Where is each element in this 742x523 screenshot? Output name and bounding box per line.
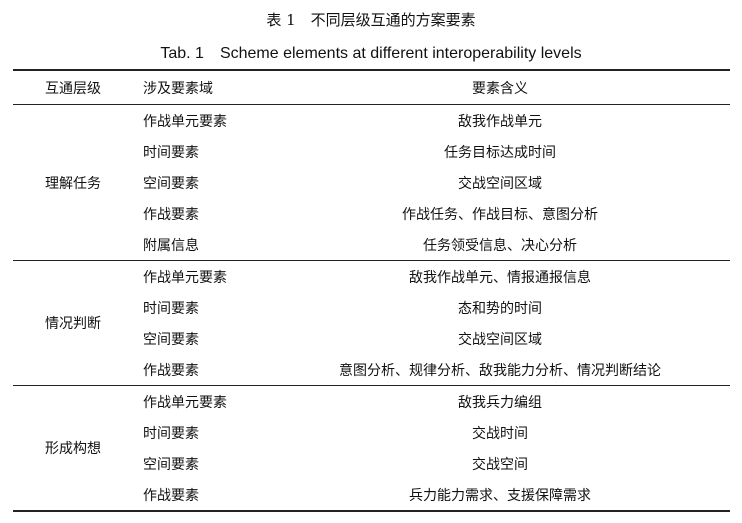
table-row: 附属信息 任务领受信息、决心分析	[13, 229, 730, 261]
table-row: 时间要素 态和势的时间	[13, 292, 730, 323]
domain-cell: 时间要素	[143, 300, 199, 317]
table-row: 理解任务 作战单元要素 敌我作战单元	[13, 105, 730, 192]
header-row: 互通层级 涉及要素域 要素含义	[13, 70, 730, 105]
table-row: 时间要素 交战时间	[13, 417, 730, 448]
table-row: 空间要素 交战空间区域	[13, 167, 730, 198]
meaning-cell: 敌我作战单元	[458, 113, 542, 130]
level-group: 情况判断 作战单元要素 敌我作战单元、情报通报信息时间要素 态和势的时间空间要素 交战空…	[13, 261, 730, 386]
domain-cell: 作战要素	[143, 206, 199, 223]
table-row: 作战要素 作战任务、作战目标、意图分析	[13, 198, 730, 229]
domain-cell: 作战单元要素	[143, 394, 227, 411]
level-cell: 理解任务	[45, 175, 101, 192]
meaning-cell: 意图分析、规律分析、敌我能力分析、情况判断结论	[339, 362, 661, 379]
table-row: 时间要素 任务目标达成时间	[13, 136, 730, 167]
table-caption-english: Tab. 1 Scheme elements at different inte…	[160, 45, 582, 62]
level-group: 形成构想 作战单元要素 敌我兵力编组时间要素 交战时间空间要素 交战空间作战要素 兵力能力…	[13, 386, 730, 511]
table-caption-chinese: 表 1 不同层级互通的方案要素	[266, 11, 476, 29]
meaning-cell: 交战时间	[472, 425, 528, 442]
header-meaning: 要素含义	[472, 80, 528, 97]
table-row: 空间要素 交战空间区域	[13, 323, 730, 354]
level-cell: 情况判断	[45, 316, 101, 332]
domain-cell: 附属信息	[143, 237, 199, 254]
table-row: 作战要素 意图分析、规律分析、敌我能力分析、情况判断结论	[13, 354, 730, 386]
level-cell: 形成构想	[45, 441, 101, 457]
meaning-cell: 敌我作战单元、情报通报信息	[409, 269, 591, 286]
table-row: 作战要素 兵力能力需求、支援保障需求	[13, 479, 730, 511]
meaning-cell: 交战空间区域	[458, 175, 542, 192]
table-row: 形成构想 作战单元要素 敌我兵力编组	[13, 386, 730, 458]
level-group: 理解任务 作战单元要素 敌我作战单元 时间要素 任务目标达成时间 空间要素 交战空间区域 作战…	[13, 105, 730, 261]
meaning-cell: 敌我兵力编组	[458, 394, 542, 411]
domain-cell: 作战要素	[143, 487, 199, 504]
meaning-cell: 任务目标达成时间	[444, 144, 556, 161]
domain-cell: 时间要素	[143, 144, 199, 161]
domain-cell: 作战单元要素	[143, 269, 227, 286]
domain-cell: 作战要素	[143, 362, 199, 379]
meaning-cell: 作战任务、作战目标、意图分析	[402, 206, 598, 223]
domain-cell: 空间要素	[143, 175, 199, 192]
domain-cell: 空间要素	[143, 456, 199, 473]
meaning-cell: 兵力能力需求、支援保障需求	[409, 487, 591, 504]
domain-cell: 作战单元要素	[143, 113, 227, 130]
meaning-cell: 交战空间区域	[458, 331, 542, 348]
header-level: 互通层级	[45, 80, 101, 97]
meaning-cell: 态和势的时间	[458, 300, 542, 317]
header-domain: 涉及要素域	[143, 80, 213, 97]
meaning-cell: 交战空间	[472, 456, 528, 473]
scheme-elements-table: 互通层级 涉及要素域 要素含义 理解任务 作战单元要素 敌我作战单元 时间要素 任务目标…	[13, 69, 730, 512]
domain-cell: 空间要素	[143, 331, 199, 348]
domain-cell: 时间要素	[143, 425, 199, 442]
meaning-cell: 任务领受信息、决心分析	[423, 237, 577, 254]
table-row: 空间要素 交战空间	[13, 448, 730, 479]
table-row: 情况判断 作战单元要素 敌我作战单元、情报通报信息	[13, 261, 730, 333]
